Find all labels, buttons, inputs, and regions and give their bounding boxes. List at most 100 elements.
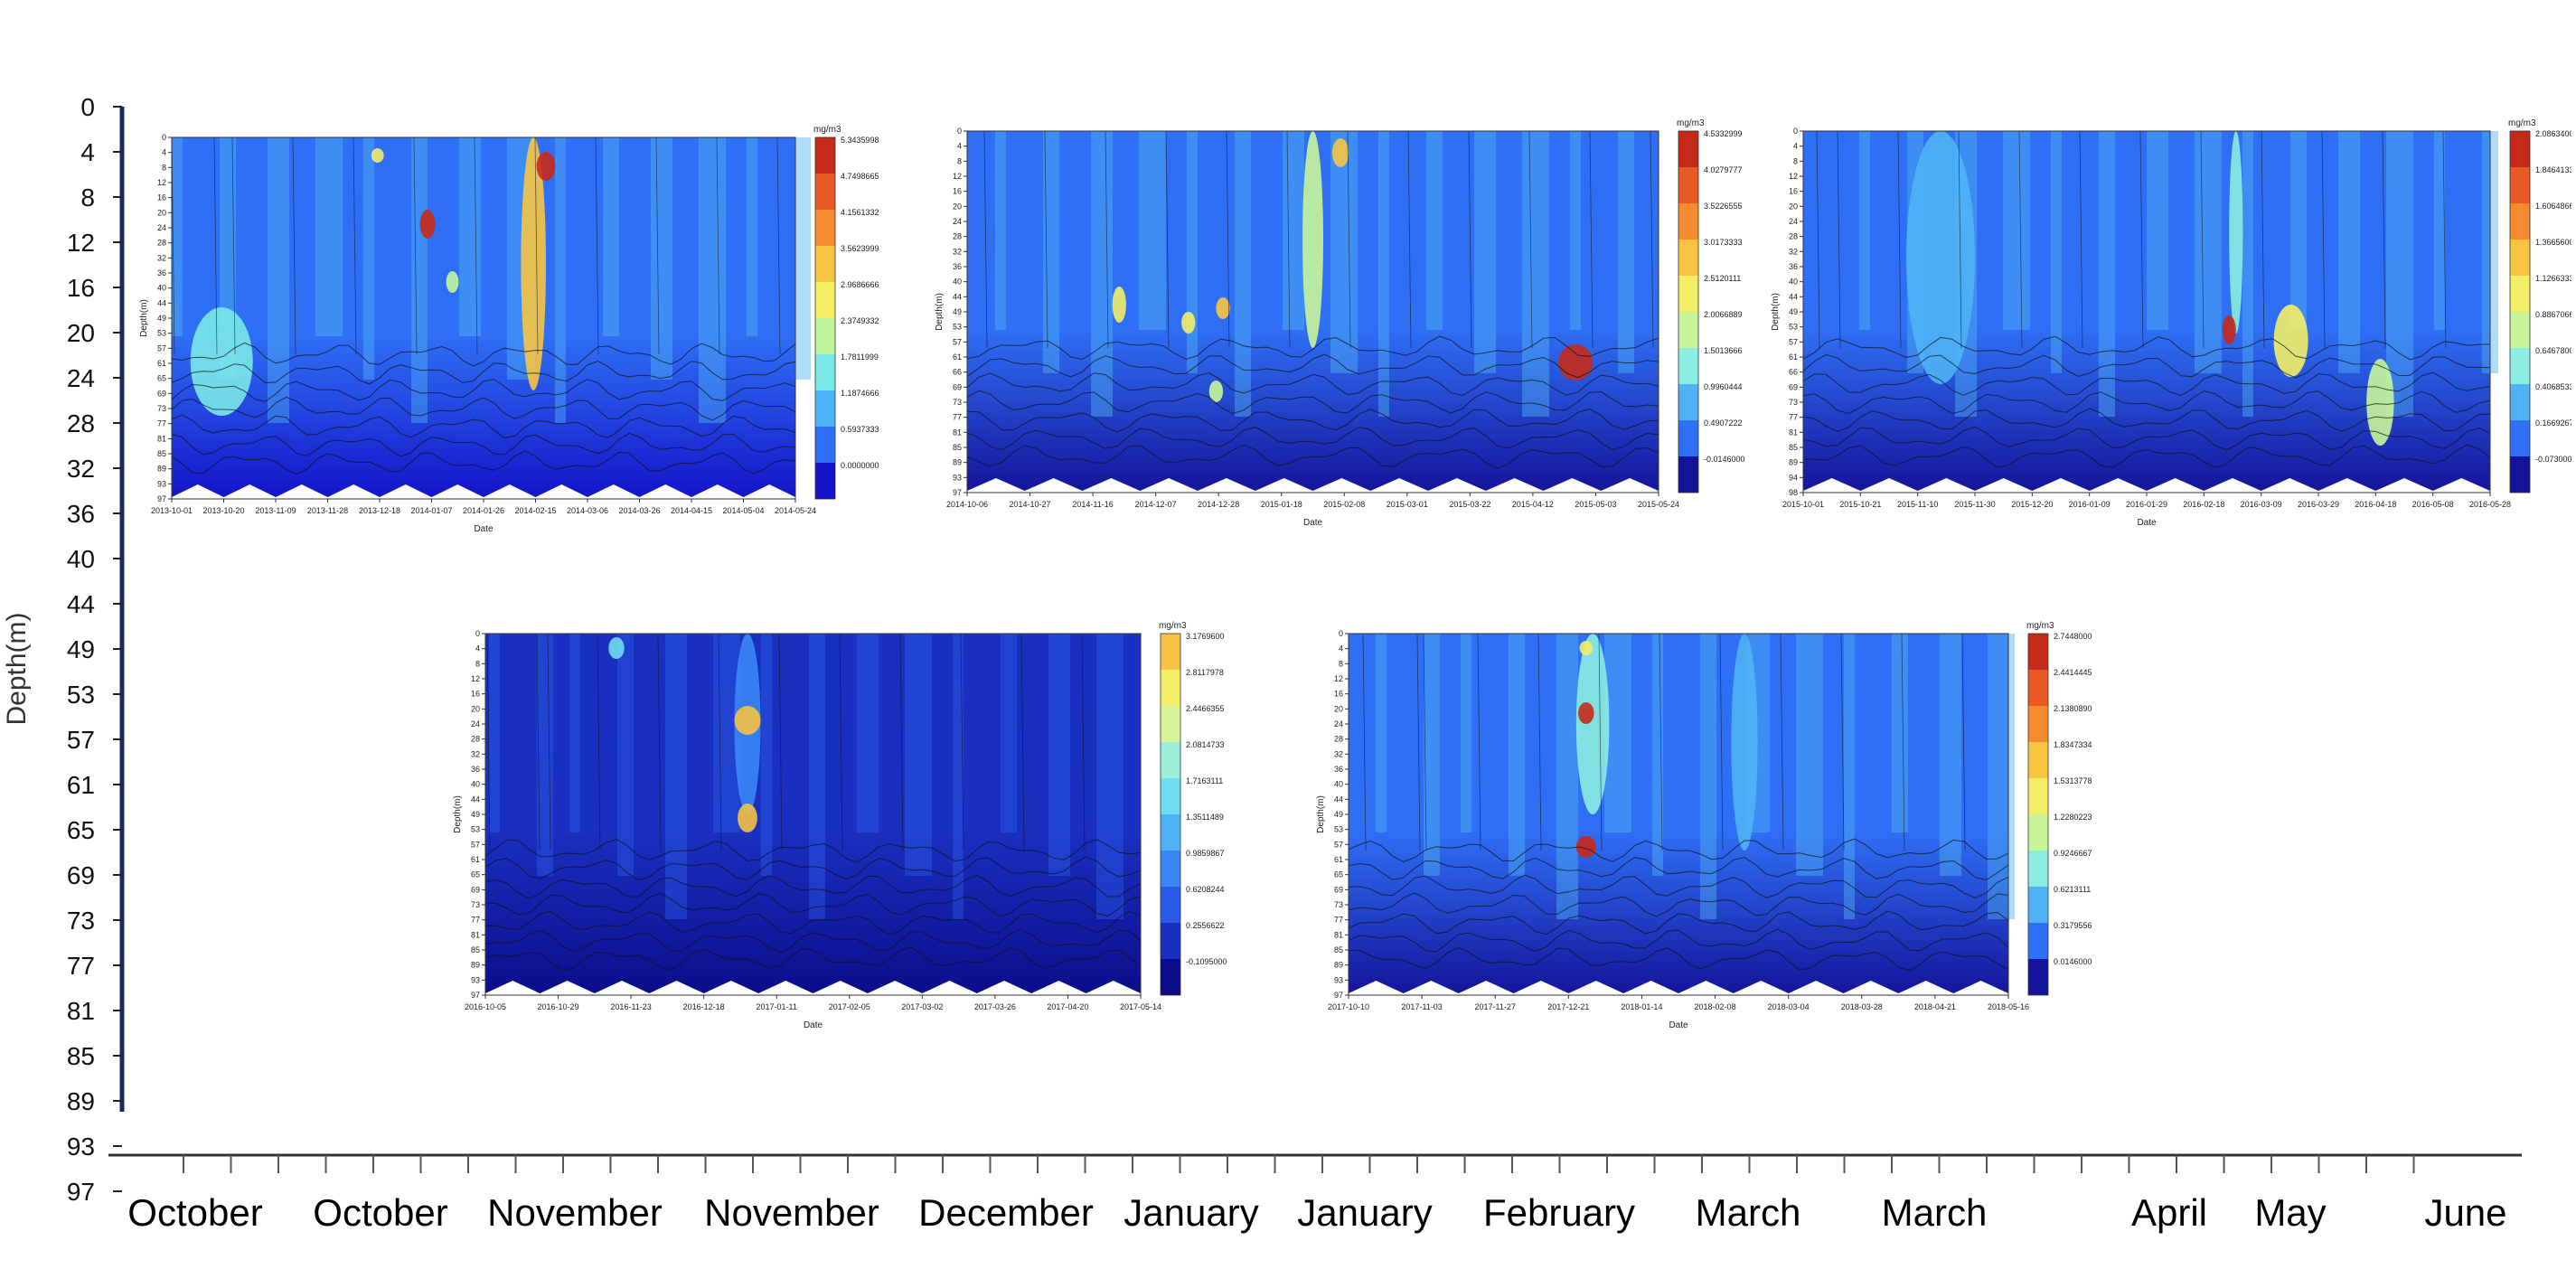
depth-tick-label: 0 xyxy=(1339,629,1343,638)
date-tick-label: 2014-04-15 xyxy=(671,506,712,515)
colorbar-tick-label: 1.5313778 xyxy=(2054,776,2092,785)
outer-month-label: June xyxy=(2424,1191,2506,1234)
colorbar-tick-label: 0.3179556 xyxy=(2054,921,2092,930)
heatmap-blob xyxy=(2366,359,2394,446)
depth-tick-label: 16 xyxy=(471,690,480,699)
outer-y-tick-label: 12 xyxy=(67,229,95,257)
contour-line xyxy=(983,130,988,349)
heatmap-band xyxy=(761,634,772,876)
outer-y-tick-label: 32 xyxy=(67,455,95,483)
heatmap-blob xyxy=(190,307,253,416)
colorbar-cell xyxy=(2510,276,2530,312)
heatmap-band xyxy=(537,634,553,876)
heatmap-band xyxy=(1940,634,1961,876)
heatmap-band xyxy=(699,137,726,423)
colorbar-unit: mg/m3 xyxy=(1159,621,1187,631)
contour-line xyxy=(1802,426,2491,451)
colorbar-tick-label: 4.5332999 xyxy=(1704,129,1743,138)
depth-tick-label: 69 xyxy=(157,389,166,398)
contour-line xyxy=(1961,633,1966,851)
date-tick-label: 2018-04-21 xyxy=(1914,1002,1956,1011)
heatmap-band xyxy=(1378,131,1389,417)
colorbar-cell xyxy=(1161,887,1180,923)
contour-line xyxy=(595,136,599,355)
outer-month-label: March xyxy=(1696,1191,1801,1234)
date-tick-label: 2015-03-01 xyxy=(1387,500,1428,509)
depth-tick-label: 32 xyxy=(953,247,962,256)
colorbar-unit: mg/m3 xyxy=(1677,118,1705,128)
contour-line xyxy=(1362,633,1367,851)
heatmap-blob xyxy=(1302,131,1323,348)
contour-line xyxy=(1348,910,2009,935)
depth-tick-label: 12 xyxy=(471,674,480,683)
heatmap-band xyxy=(2338,131,2360,373)
contour-line xyxy=(171,360,796,385)
depth-tick-label: 24 xyxy=(953,217,962,226)
depth-tick-label: 85 xyxy=(471,945,480,954)
depth-tick-label: 94 xyxy=(1789,473,1798,482)
heatmap-band xyxy=(665,634,687,919)
contour-line xyxy=(1659,633,1663,851)
depth-tick-label: 0 xyxy=(957,127,962,136)
heatmap-band xyxy=(411,137,428,423)
date-tick-label: 2016-02-18 xyxy=(2183,500,2224,509)
heatmap-blob xyxy=(1575,836,1596,858)
contour-line xyxy=(484,839,1142,863)
date-tick-label: 2015-10-01 xyxy=(1782,500,1824,509)
colorbar-cell xyxy=(2510,456,2530,493)
date-tick-label: 2018-05-16 xyxy=(1988,1002,2029,1011)
colorbar-cell xyxy=(1678,131,1698,167)
contour-line xyxy=(547,633,551,851)
date-tick-label: 2017-03-26 xyxy=(974,1002,1016,1011)
date-tick-label: 2014-11-16 xyxy=(1072,500,1113,509)
depth-tick-label: 20 xyxy=(157,208,166,217)
date-tick-label: 2016-11-23 xyxy=(610,1002,651,1011)
heatmap-band xyxy=(1139,131,1166,330)
outer-month-label: October xyxy=(127,1191,262,1234)
colorbar-tick-label: 1.3665600 xyxy=(2535,238,2571,247)
contour-line xyxy=(1650,130,1654,349)
date-tick-label: 2016-10-29 xyxy=(538,1002,579,1011)
colorbar-tick-label: 1.7811999 xyxy=(841,352,879,362)
heatmap-band xyxy=(857,634,879,832)
date-tick-label: 2018-01-14 xyxy=(1621,1002,1662,1011)
colorbar-tick-label: 5.3435998 xyxy=(841,136,879,145)
contour-line xyxy=(1528,130,1533,349)
date-tick-label: 2016-05-28 xyxy=(2469,500,2511,509)
colorbar-tick-label: 0.4068533 xyxy=(2535,382,2571,391)
depth-tick-label: 73 xyxy=(157,404,166,413)
seafloor-mask xyxy=(485,981,1141,995)
panel-x-axis-label: Date xyxy=(474,524,494,534)
depth-tick-label: 61 xyxy=(1789,352,1798,362)
contour-line xyxy=(1468,130,1472,349)
depth-tick-label: 81 xyxy=(953,428,962,437)
depth-tick-label: 77 xyxy=(953,413,962,422)
depth-tick-label: 93 xyxy=(1334,975,1343,984)
contour-line xyxy=(2442,130,2447,349)
colorbar-cell xyxy=(2028,670,2048,706)
contour-line xyxy=(1286,130,1291,349)
depth-tick-label: 97 xyxy=(157,494,166,503)
depth-tick-label: 4 xyxy=(1793,142,1798,151)
colorbar-tick-label: 0.8867066 xyxy=(2535,310,2571,319)
depth-tick-label: 69 xyxy=(471,885,480,894)
contour-line xyxy=(899,633,904,851)
depth-tick-label: 57 xyxy=(157,343,166,352)
contour-line xyxy=(484,875,1142,899)
outer-y-tick-label: 97 xyxy=(67,1178,95,1206)
outer-y-tick-label: 16 xyxy=(67,274,95,302)
date-tick-label: 2016-03-09 xyxy=(2241,500,2282,509)
depth-tick-label: 36 xyxy=(471,765,480,774)
contour-line xyxy=(1348,838,2009,862)
depth-tick-label: 8 xyxy=(957,156,962,165)
contour-line xyxy=(1226,130,1230,349)
outer-y-tick-label: 73 xyxy=(67,907,95,935)
depth-tick-label: 53 xyxy=(953,323,962,332)
depth-tick-label: 57 xyxy=(1789,337,1798,346)
heatmap-band xyxy=(905,634,932,876)
depth-tick-label: 77 xyxy=(1789,413,1798,422)
heatmap-band xyxy=(555,137,566,423)
contour-line xyxy=(657,633,662,851)
contour-line xyxy=(231,136,236,355)
heatmap-panel-2014-2015: 0 4 8 12 16 20 24 28 32 36 40 44 49 53 57 61 66 69 73 77 81 8… xyxy=(931,118,1772,551)
